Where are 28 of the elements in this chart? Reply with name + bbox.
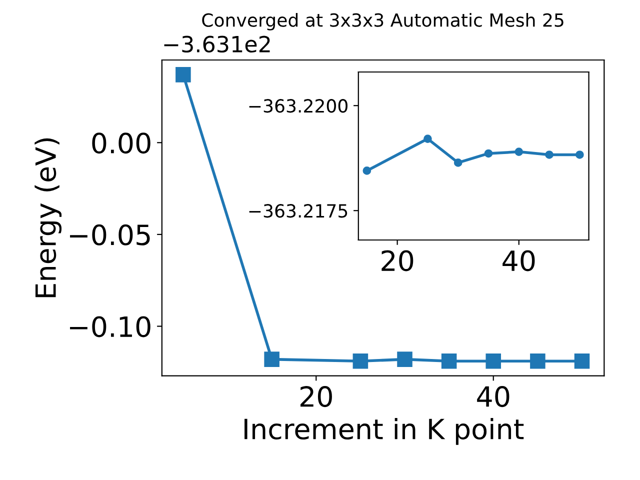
point (514, 148, 524, 156)
point (574, 354, 590, 369)
x-tick-label: 20 (382, 250, 414, 272)
x-tick-label: 40 (502, 250, 535, 272)
point (484, 149, 493, 158)
point (352, 354, 368, 369)
chart-title: Converged at 3x3x3 Automatic Mesh 25 (202, 12, 564, 30)
x-tick-label: 20 (300, 386, 332, 408)
point (486, 354, 502, 369)
y-tick-label: 0.00 (92, 132, 150, 154)
y-tick-label: −363.2175 (249, 204, 348, 218)
y-axis-title: Energy (eV) (34, 138, 62, 298)
point (576, 150, 584, 159)
point (397, 352, 412, 367)
point (545, 150, 554, 159)
y-tick-label: −0.10 (70, 316, 150, 338)
point (424, 134, 432, 143)
y-tick-label: −0.05 (70, 224, 150, 246)
point (454, 158, 462, 167)
point (530, 354, 546, 369)
x-axis-title: Increment in K point (244, 418, 524, 445)
point (441, 354, 457, 369)
y-tick-label: −363.2200 (249, 99, 348, 113)
point (264, 352, 280, 367)
x-tick-label: 40 (477, 386, 510, 408)
point (362, 166, 372, 175)
point (176, 67, 191, 82)
text: −3.631e2 (164, 36, 270, 53)
